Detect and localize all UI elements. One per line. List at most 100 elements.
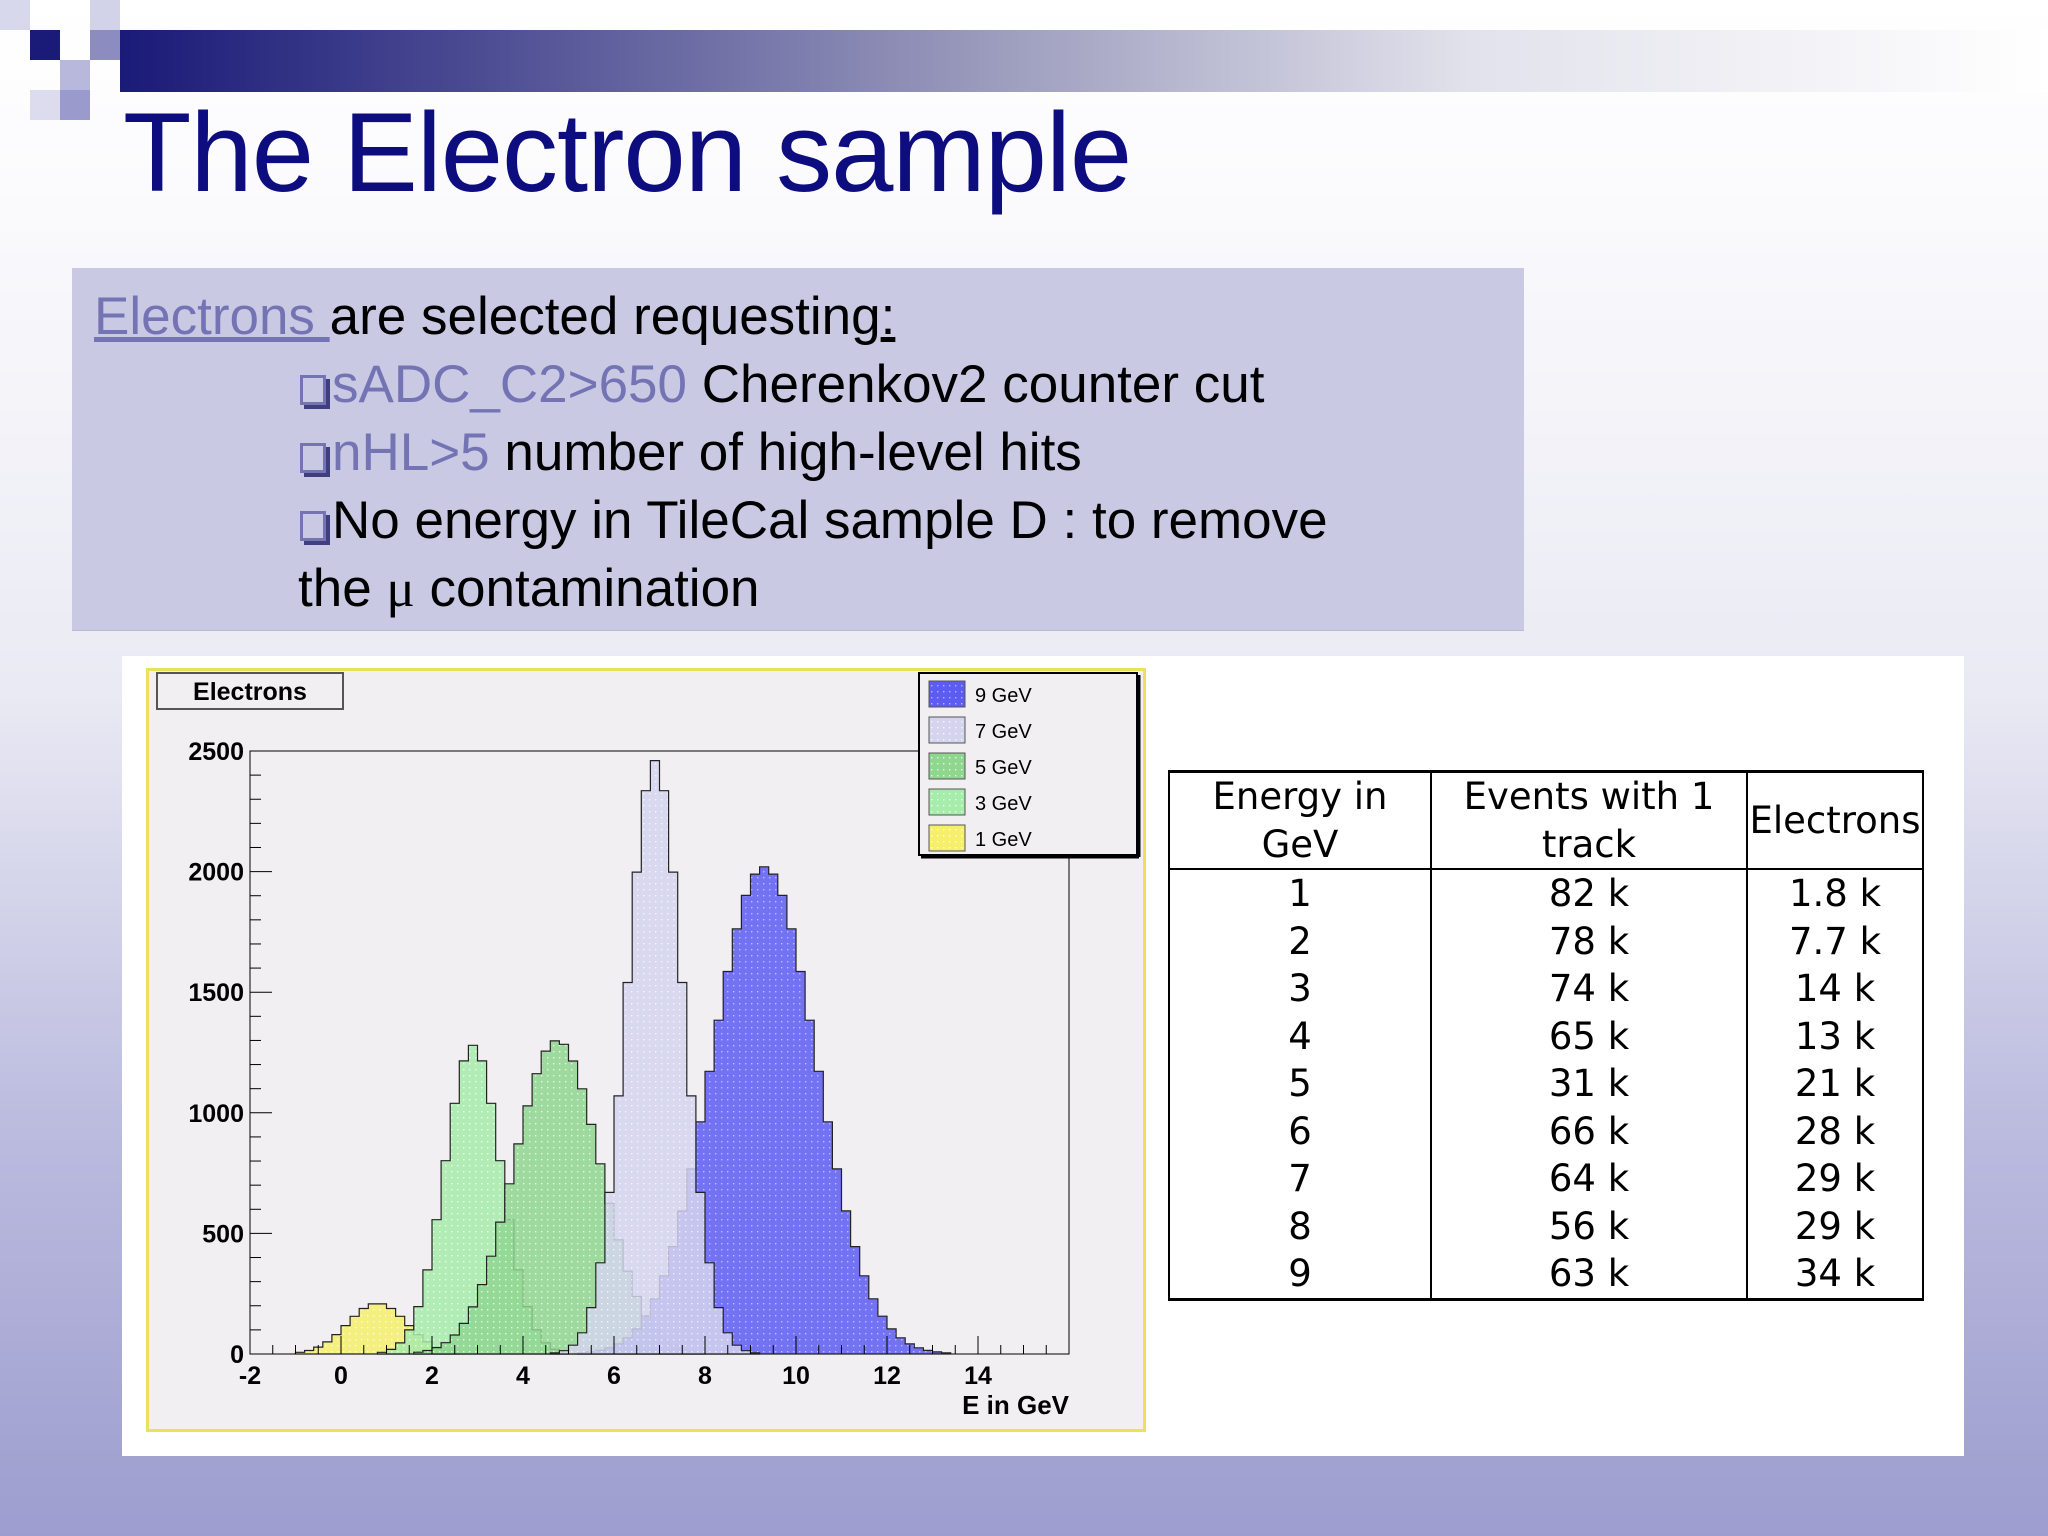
table-row: 6 66 k 28 k — [1168, 1107, 1924, 1155]
title-bar-decoration — [120, 30, 2048, 92]
legend-swatch — [928, 788, 966, 816]
bullet-item: No energy in TileCal sample D : to remov… — [300, 494, 1328, 547]
table-cell: 28 k — [1747, 1107, 1924, 1155]
legend-label: 3 GeV — [975, 793, 1032, 815]
x-tick-label: 8 — [698, 1362, 712, 1390]
x-tick-label: -2 — [239, 1362, 261, 1390]
legend-swatch — [928, 680, 966, 708]
table-cell: 8 — [1168, 1202, 1432, 1250]
intro-colon: : — [880, 287, 896, 346]
intro-text: are selected requesting — [329, 287, 881, 346]
x-tick-label: 4 — [516, 1362, 530, 1390]
legend-label: 9 GeV — [975, 685, 1032, 707]
corner-square-mid — [90, 30, 120, 60]
figure-panel: 0 500 1000 1500 2000 2500 -2 0 2 4 6 8 10 12 14 E in Ge… — [122, 656, 1964, 1456]
table-cell: 1 — [1168, 869, 1432, 918]
bullet-code: nHL>5 — [332, 423, 490, 482]
slide-title: The Electron sample — [123, 90, 1132, 215]
bullet-text: No energy in TileCal sample D : to remov… — [332, 491, 1328, 550]
table-cell: 74 k — [1431, 965, 1748, 1013]
table-cell: 29 k — [1747, 1202, 1924, 1250]
x-tick-label: 6 — [607, 1362, 621, 1390]
legend-swatch — [928, 824, 966, 852]
x-tick-label: 12 — [873, 1362, 901, 1390]
chart-title-box — [156, 672, 344, 710]
x-tick-label: 2 — [425, 1362, 439, 1390]
legend-label: 5 GeV — [975, 757, 1032, 779]
bullet-item: nHL>5 number of high-level hits — [300, 426, 1082, 479]
mu-symbol: μ — [386, 560, 415, 618]
legend-label: 1 GeV — [975, 829, 1032, 851]
continuation-suffix: contamination — [414, 559, 760, 618]
table-row: 5 31 k 21 k — [1168, 1060, 1924, 1108]
table-cell: 2 — [1168, 917, 1432, 965]
legend-label: 7 GeV — [975, 721, 1032, 743]
table-cell: 64 k — [1431, 1155, 1748, 1203]
x-axis-title: E in GeV — [962, 1390, 1070, 1420]
intro-line: Electrons are selected requesting: — [94, 290, 895, 343]
table-cell: 78 k — [1431, 917, 1748, 965]
table-cell: 21 k — [1747, 1060, 1924, 1108]
column-header: Electrons — [1747, 770, 1924, 870]
checkbox-bullet-icon — [300, 443, 326, 473]
table-cell: 9 — [1168, 1250, 1432, 1301]
y-tick-label: 1000 — [188, 1100, 244, 1128]
corner-square-light — [90, 0, 120, 30]
selection-criteria-box: Electrons are selected requesting: sADC_… — [72, 268, 1524, 631]
histogram-series-7-gev — [549, 760, 761, 1355]
electron-counts-table: Energy in GeV Events with 1 track Electr… — [1168, 770, 1924, 1301]
table-cell: 3 — [1168, 965, 1432, 1013]
table-cell: 4 — [1168, 1012, 1432, 1060]
table-cell: 6 — [1168, 1107, 1432, 1155]
chart-title: Electrons — [193, 678, 307, 706]
corner-square-light — [0, 0, 30, 30]
checkbox-bullet-icon — [300, 375, 326, 405]
table-cell: 56 k — [1431, 1202, 1748, 1250]
y-tick-label: 2500 — [188, 738, 244, 766]
y-tick-label: 0 — [230, 1341, 244, 1369]
bullet-item: sADC_C2>650 Cherenkov2 counter cut — [300, 358, 1264, 411]
table-row: 9 63 k 34 k — [1168, 1250, 1924, 1301]
column-header: Events with 1 track — [1431, 770, 1748, 870]
bullet-code: sADC_C2>650 — [332, 355, 688, 414]
table-cell: 63 k — [1431, 1250, 1748, 1301]
legend-swatch — [928, 752, 966, 780]
continuation-prefix: the — [298, 559, 387, 618]
y-tick-label: 1500 — [188, 979, 244, 1007]
table-cell: 29 k — [1747, 1155, 1924, 1203]
table-row: 2 78 k 7.7 k — [1168, 917, 1924, 965]
table-cell: 14 k — [1747, 965, 1924, 1013]
table-cell: 34 k — [1747, 1250, 1924, 1301]
corner-square-dark — [30, 30, 60, 60]
electrons-link[interactable]: Electrons — [94, 287, 330, 346]
table-header-row: Energy in GeV Events with 1 track Electr… — [1168, 770, 1924, 870]
table-cell: 5 — [1168, 1060, 1432, 1108]
y-tick-label: 2000 — [188, 859, 244, 887]
x-tick-label: 10 — [782, 1362, 810, 1390]
table-row: 8 56 k 29 k — [1168, 1202, 1924, 1250]
bullet-text: Cherenkov2 counter cut — [687, 355, 1265, 414]
y-tick-label: 500 — [202, 1220, 244, 1248]
table-row: 7 64 k 29 k — [1168, 1155, 1924, 1203]
table-cell: 31 k — [1431, 1060, 1748, 1108]
histogram-canvas: 0 500 1000 1500 2000 2500 -2 0 2 4 6 8 10 12 14 E in Ge… — [146, 668, 1146, 1432]
table-cell: 7.7 k — [1747, 917, 1924, 965]
corner-square-mid — [60, 90, 90, 120]
legend-swatch — [928, 716, 966, 744]
table-cell: 13 k — [1747, 1012, 1924, 1060]
table-cell: 82 k — [1431, 869, 1748, 918]
table-row: 3 74 k 14 k — [1168, 965, 1924, 1013]
table-cell: 66 k — [1431, 1107, 1748, 1155]
corner-square-light — [30, 90, 60, 120]
x-tick-label: 0 — [334, 1362, 348, 1390]
corner-square-light — [60, 60, 90, 90]
table-row: 1 82 k 1.8 k — [1168, 869, 1924, 918]
table-row: 4 65 k 13 k — [1168, 1012, 1924, 1060]
column-header: Energy in GeV — [1168, 770, 1432, 870]
table-cell: 65 k — [1431, 1012, 1748, 1060]
checkbox-bullet-icon — [300, 511, 326, 541]
bullet-text: number of high-level hits — [489, 423, 1082, 482]
bullet-continuation: the μ contamination — [298, 562, 760, 616]
x-tick-label: 14 — [964, 1362, 992, 1390]
